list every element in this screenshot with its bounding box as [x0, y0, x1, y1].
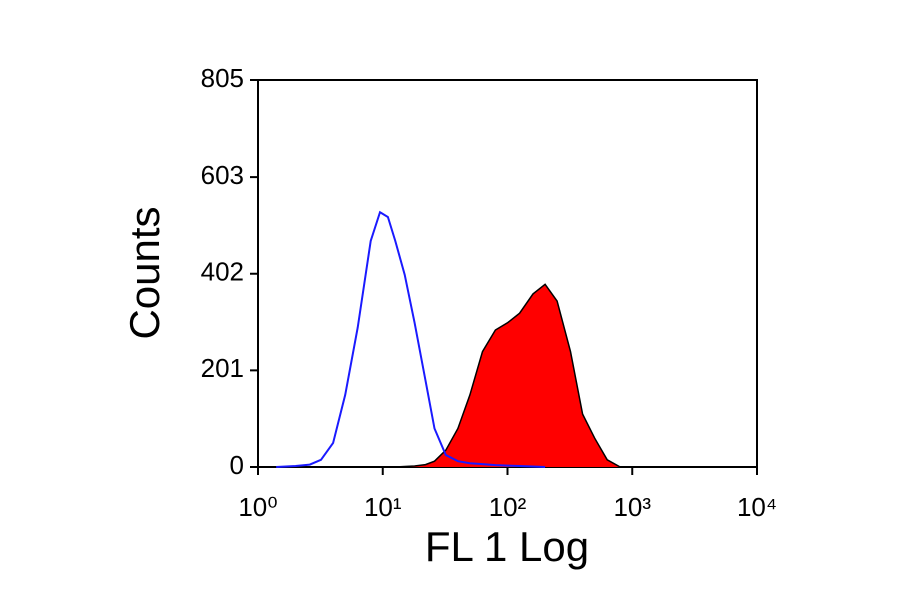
- x-tick-label: 10³: [613, 492, 651, 522]
- y-tick-label: 603: [201, 160, 244, 190]
- histogram-area: [395, 284, 621, 467]
- x-tick-label: 10⁴: [737, 492, 777, 522]
- histogram-outline: [395, 283, 621, 468]
- y-axis-title: Counts: [121, 206, 168, 339]
- y-tick-label: 201: [201, 353, 244, 383]
- x-tick-label: 10²: [489, 492, 527, 522]
- x-tick-label: 10¹: [364, 492, 402, 522]
- y-tick-label: 0: [230, 450, 244, 480]
- y-tick-label: 402: [201, 257, 244, 287]
- x-tick-label: 10⁰: [238, 492, 277, 522]
- y-tick-label: 805: [201, 63, 244, 93]
- x-axis-title: FL 1 Log: [425, 523, 589, 570]
- histogram-line: [276, 210, 546, 468]
